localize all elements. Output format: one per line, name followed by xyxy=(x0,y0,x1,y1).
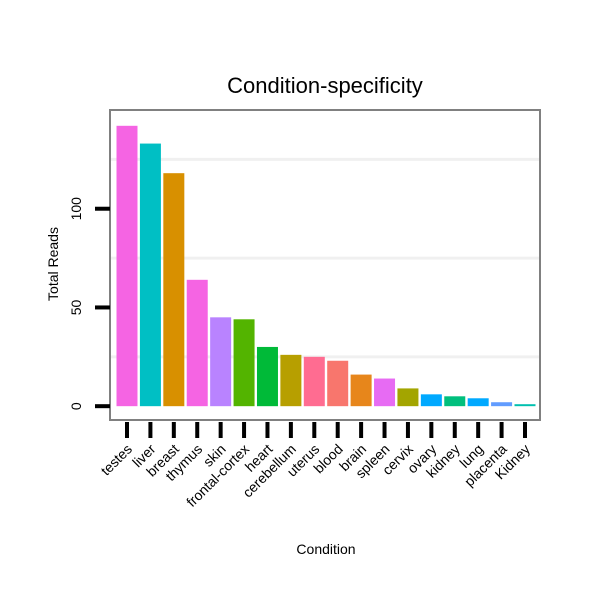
bar-brain xyxy=(350,374,372,407)
bar-placenta xyxy=(491,402,513,407)
bar-blood xyxy=(327,360,349,407)
chart-title: Condition-specificity xyxy=(227,73,423,98)
x-axis: testesliverbreastthymusskinfrontal-corte… xyxy=(97,422,533,510)
plot-frame xyxy=(109,109,541,421)
bar-kidney xyxy=(514,404,536,407)
bar-cerebellum xyxy=(280,354,302,407)
bar-heart xyxy=(256,346,278,407)
bar-kidney xyxy=(444,396,466,407)
bar-cervix xyxy=(397,388,419,407)
bars xyxy=(116,125,536,407)
bar-frontal-cortex xyxy=(233,319,255,407)
y-tick-label: 100 xyxy=(68,197,84,221)
bar-breast xyxy=(163,173,185,407)
bar-thymus xyxy=(186,279,208,407)
y-tick-label: 0 xyxy=(68,402,84,410)
y-tick-label: 50 xyxy=(68,299,84,315)
y-axis-title: Total Reads xyxy=(45,227,61,301)
bar-skin xyxy=(210,317,232,407)
x-axis-title: Condition xyxy=(296,541,355,557)
bar-liver xyxy=(139,143,161,407)
bar-lung xyxy=(467,398,489,407)
bar-spleen xyxy=(374,378,396,407)
y-axis: 0 50 100 xyxy=(68,197,110,410)
bar-ovary xyxy=(420,394,442,407)
bar-uterus xyxy=(303,356,325,407)
bar-testes xyxy=(116,125,138,407)
